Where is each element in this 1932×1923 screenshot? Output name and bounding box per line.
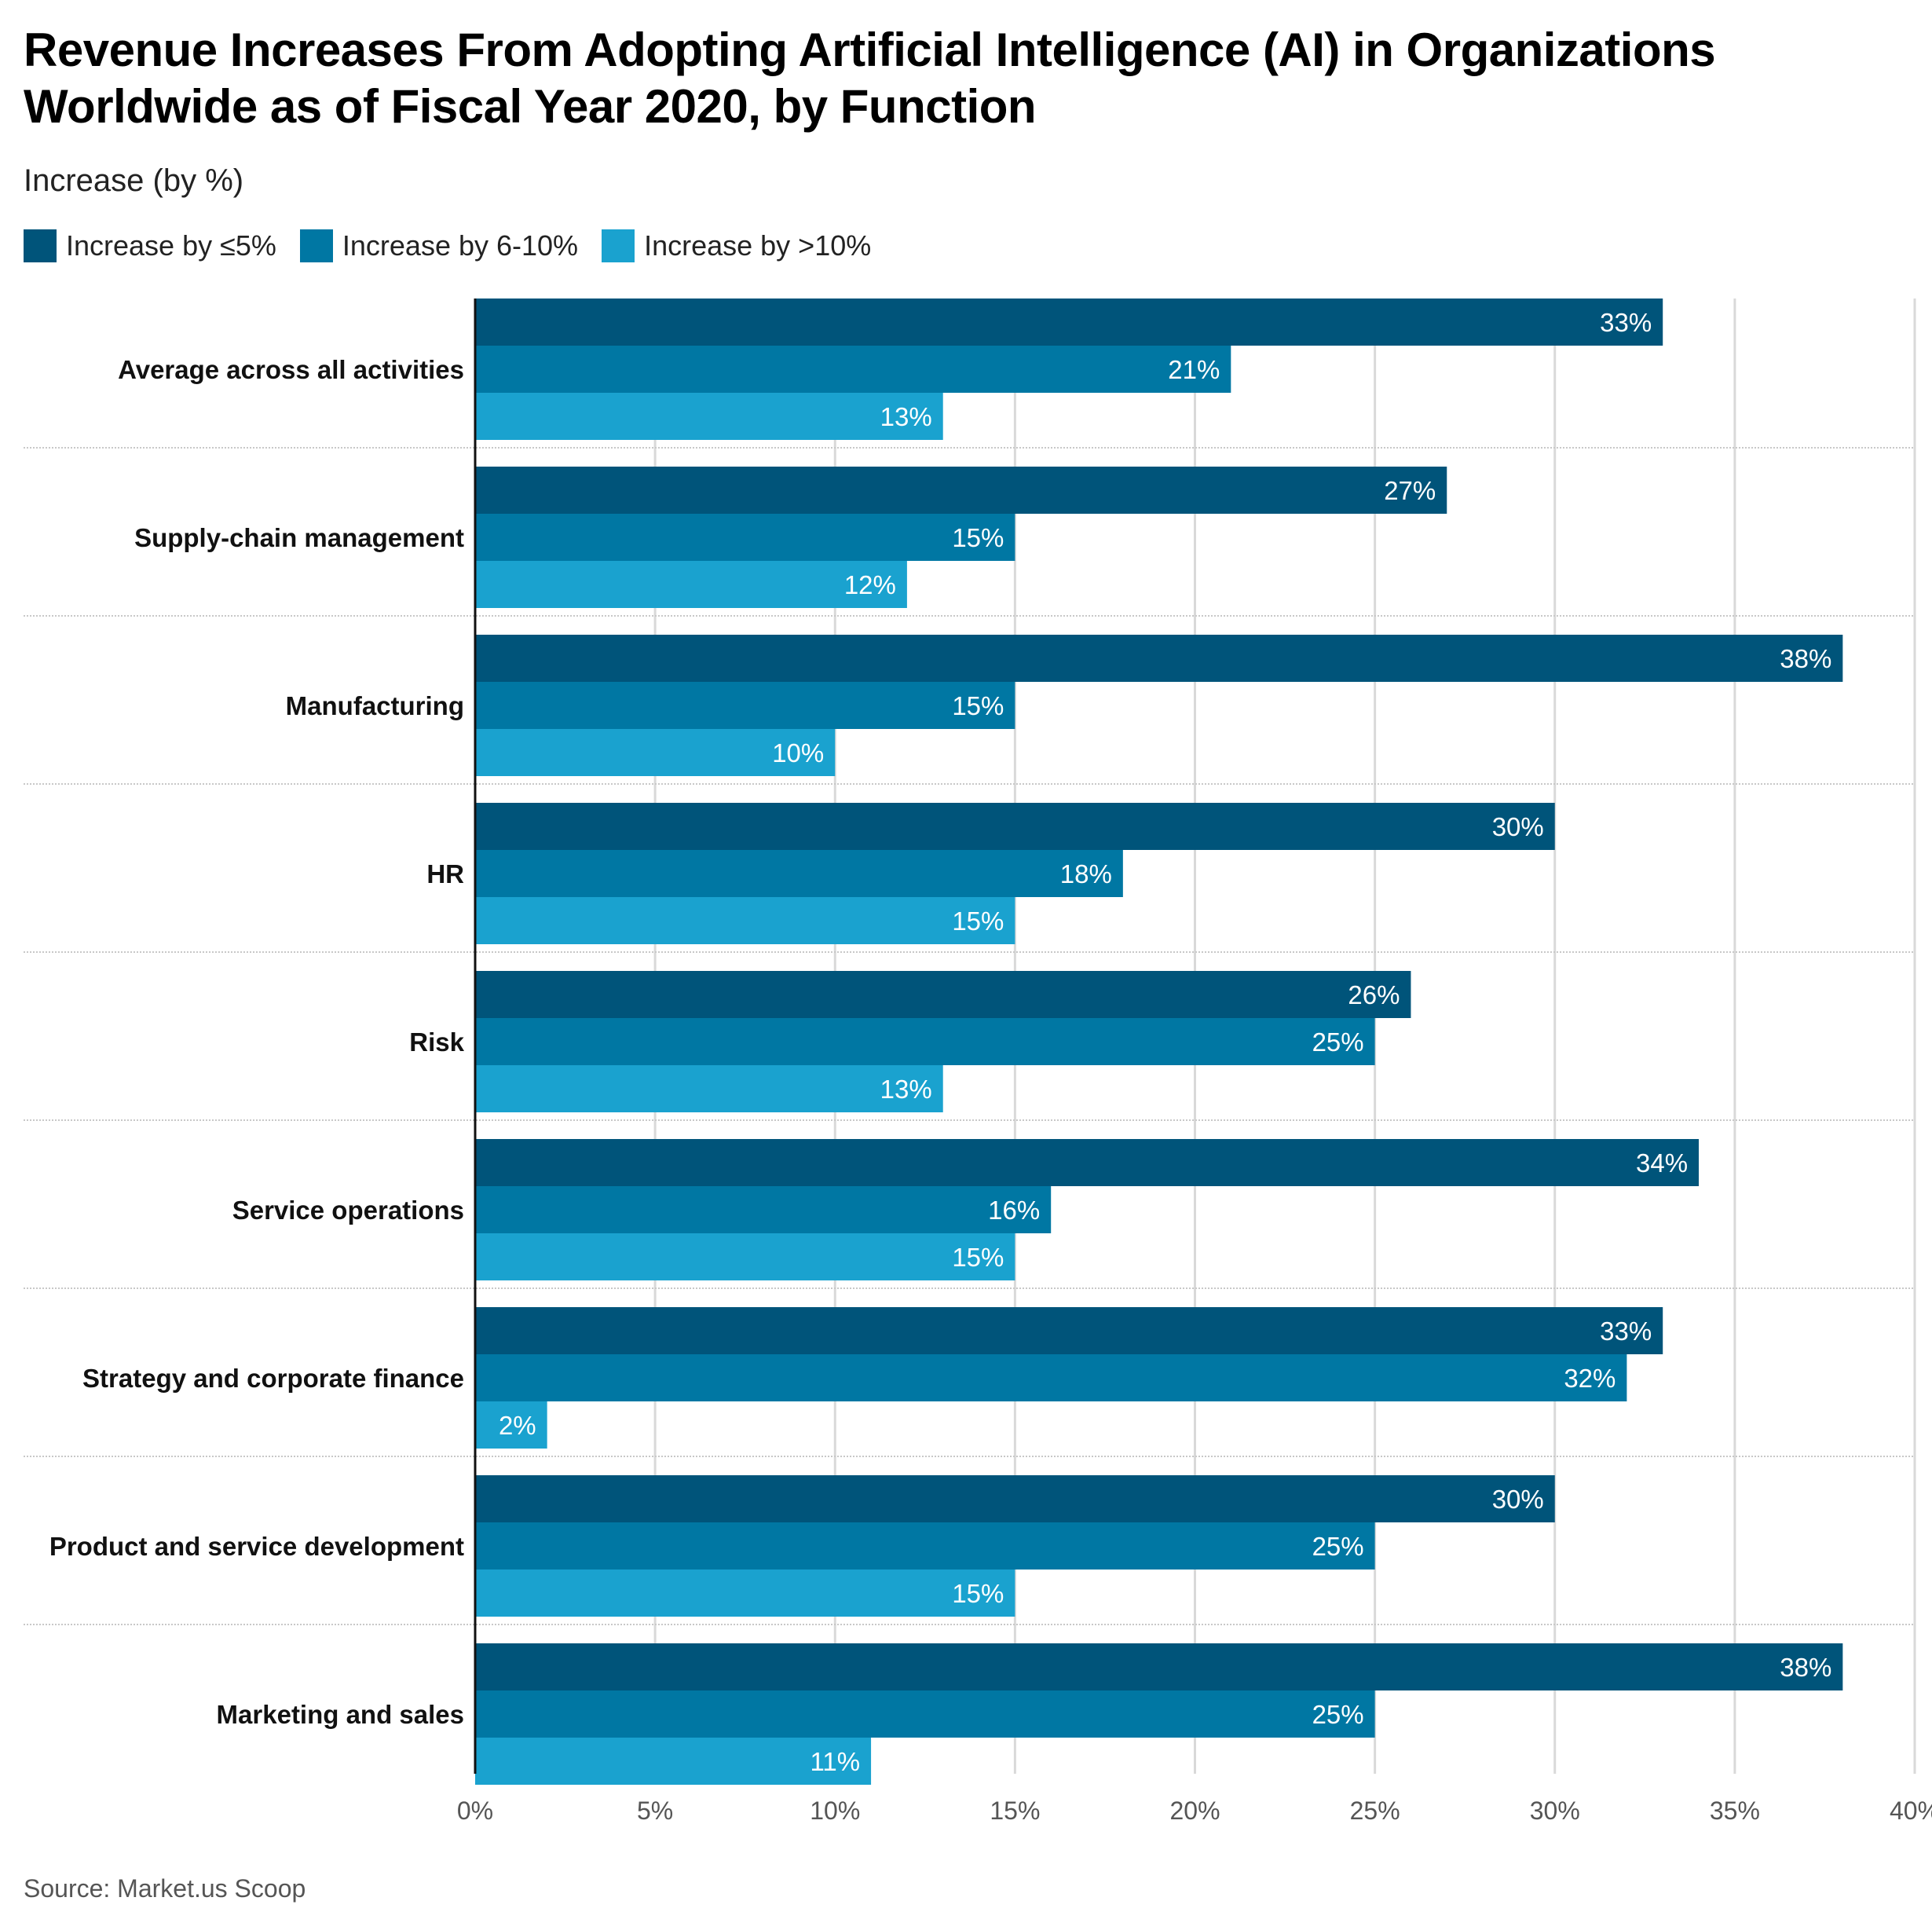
bar-value-label: 25% [1312, 1532, 1364, 1561]
source-note: Source: Market.us Scoop [24, 1874, 306, 1903]
category-label: Product and service development [49, 1532, 464, 1561]
bar-value-label: 15% [952, 907, 1004, 936]
bar-value-label: 11% [810, 1747, 860, 1776]
category-label: Average across all activities [118, 355, 464, 384]
bar[interactable] [475, 971, 1411, 1018]
bar-value-label: 15% [952, 1243, 1004, 1272]
bar[interactable] [475, 467, 1447, 514]
bar-value-label: 25% [1312, 1700, 1364, 1729]
x-tick-label: 0% [457, 1797, 493, 1825]
bar[interactable] [475, 393, 943, 440]
bar-value-label: 25% [1312, 1027, 1364, 1057]
bar-value-label: 33% [1600, 308, 1652, 337]
x-tick-label: 30% [1530, 1797, 1580, 1825]
legend-swatch [299, 229, 333, 262]
category-label: Marketing and sales [217, 1700, 464, 1729]
bar-value-label: 12% [844, 570, 896, 599]
category-label: Risk [409, 1027, 464, 1057]
category-label: Service operations [232, 1196, 464, 1225]
category-label: Supply-chain management [134, 523, 464, 552]
x-tick-label: 40% [1890, 1797, 1932, 1825]
bar-value-label: 10% [772, 738, 824, 767]
bar[interactable] [475, 897, 1015, 944]
bar[interactable] [475, 1354, 1627, 1401]
bar[interactable] [475, 1475, 1555, 1522]
bar[interactable] [475, 850, 1123, 897]
legend-swatch [24, 229, 57, 262]
bar[interactable] [475, 1186, 1052, 1233]
bar-value-label: 15% [952, 691, 1004, 720]
x-tick-label: 35% [1710, 1797, 1760, 1825]
bar[interactable] [475, 1018, 1375, 1065]
bar-value-label: 13% [880, 1075, 932, 1104]
legend-label: Increase by ≤5% [66, 229, 276, 262]
bar-value-label: 30% [1492, 812, 1544, 841]
bar[interactable] [475, 1233, 1015, 1280]
bar[interactable] [475, 729, 836, 776]
bar-value-label: 30% [1492, 1485, 1544, 1514]
bar-value-label: 15% [952, 523, 1004, 552]
bar-value-label: 13% [880, 402, 932, 431]
bar-value-label: 18% [1060, 859, 1112, 888]
bar-value-label: 33% [1600, 1317, 1652, 1346]
x-tick-label: 15% [990, 1797, 1040, 1825]
x-tick-label: 10% [810, 1797, 860, 1825]
bar[interactable] [475, 1401, 547, 1449]
x-tick-label: 5% [637, 1797, 673, 1825]
category-label: HR [426, 859, 464, 888]
bar-value-label: 16% [988, 1196, 1040, 1225]
legend-swatch [602, 229, 635, 262]
bar[interactable] [475, 514, 1015, 561]
category-label: Manufacturing [286, 691, 464, 720]
legend-item-6-10[interactable]: Increase by 6-10% [299, 229, 579, 262]
bar-value-label: 2% [499, 1411, 536, 1440]
bar[interactable] [475, 561, 907, 608]
bar[interactable] [475, 1738, 872, 1785]
bar[interactable] [475, 1643, 1843, 1690]
bar-value-label: 32% [1564, 1364, 1615, 1393]
bar[interactable] [475, 346, 1231, 393]
bar-value-label: 38% [1780, 644, 1831, 673]
bar[interactable] [475, 1307, 1663, 1354]
bar-value-label: 21% [1168, 355, 1220, 384]
legend-label: Increase by 6-10% [342, 229, 579, 262]
legend: Increase by ≤5% Increase by 6-10% Increa… [24, 229, 895, 262]
bar[interactable] [475, 1690, 1375, 1738]
bar[interactable] [475, 1522, 1375, 1570]
bar[interactable] [475, 803, 1555, 850]
bar-value-label: 27% [1384, 476, 1436, 505]
x-tick-label: 20% [1169, 1797, 1220, 1825]
chart-title: Revenue Increases From Adopting Artifici… [24, 24, 1716, 133]
bar[interactable] [475, 1570, 1015, 1617]
legend-item-gt10[interactable]: Increase by >10% [602, 229, 871, 262]
bar[interactable] [475, 635, 1843, 682]
bar-value-label: 34% [1636, 1148, 1688, 1178]
bar[interactable] [475, 1139, 1700, 1186]
legend-label: Increase by >10% [644, 229, 872, 262]
bar-value-label: 38% [1780, 1653, 1831, 1682]
bar-value-label: 15% [952, 1579, 1004, 1608]
bar[interactable] [475, 682, 1015, 729]
legend-item-le5[interactable]: Increase by ≤5% [24, 229, 276, 262]
bar[interactable] [475, 1065, 943, 1112]
bar-value-label: 26% [1348, 980, 1400, 1009]
x-tick-label: 25% [1350, 1797, 1400, 1825]
bar[interactable] [475, 299, 1663, 346]
chart-subtitle: Increase (by %) [24, 163, 244, 198]
category-label: Strategy and corporate finance [82, 1364, 464, 1393]
